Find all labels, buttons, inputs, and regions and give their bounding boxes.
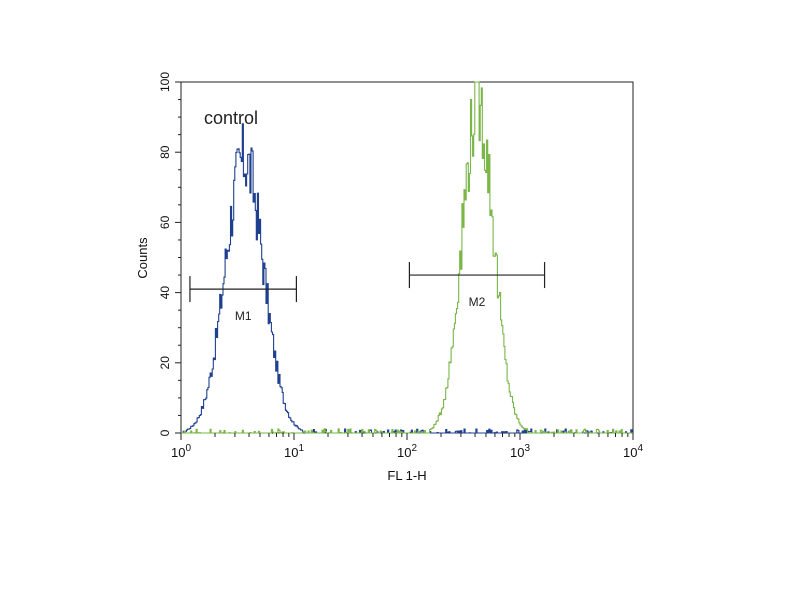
- histogram-series-2: [181, 81, 633, 434]
- control-annotation: control: [204, 108, 258, 128]
- x-tick-base: 10: [397, 445, 411, 460]
- x-tick-base: 10: [171, 445, 185, 460]
- x-tick-exponent: 1: [298, 443, 304, 454]
- x-tick-exponent: 3: [524, 443, 530, 454]
- x-tick-base: 10: [510, 445, 524, 460]
- gate-marker-label: M2: [469, 295, 486, 309]
- y-tick-label: 20: [158, 356, 172, 370]
- x-tick-label: 102: [397, 443, 417, 460]
- x-tick-exponent: 0: [185, 443, 191, 454]
- x-tick-base: 10: [284, 445, 298, 460]
- x-tick-exponent: 4: [637, 443, 643, 454]
- x-tick-label: 104: [623, 443, 643, 460]
- y-tick-label: 60: [158, 215, 172, 229]
- y-tick-label: 0: [158, 429, 172, 436]
- marker-layer: M1 M2: [189, 262, 546, 323]
- gate-marker-label: M1: [235, 309, 252, 323]
- x-tick-label: 101: [284, 443, 304, 460]
- y-axis-label: Counts: [135, 237, 150, 279]
- x-tick-exponent: 2: [411, 443, 417, 454]
- series-layer: [181, 81, 633, 434]
- x-tick-label: 103: [510, 443, 530, 460]
- y-tick-label: 40: [158, 286, 172, 300]
- y-tick-label: 100: [158, 72, 172, 92]
- x-axis-label: FL 1-H: [387, 468, 426, 483]
- x-tick-label: 100: [171, 443, 191, 460]
- y-tick-label: 80: [158, 145, 172, 159]
- x-tick-base: 10: [623, 445, 637, 460]
